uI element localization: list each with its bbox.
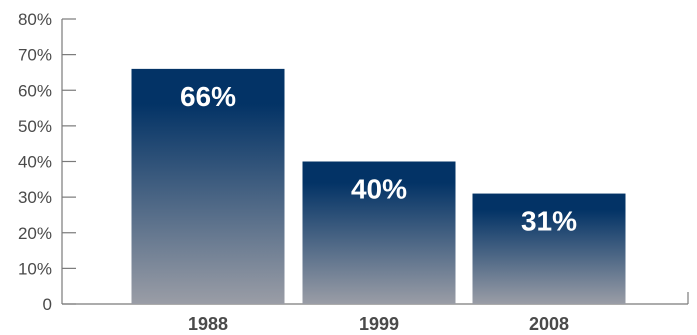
y-tick-label: 40% — [18, 153, 52, 172]
y-tick-label: 30% — [18, 188, 52, 207]
y-tick-label: 0 — [43, 295, 52, 314]
bar-value-label: 66% — [180, 81, 236, 112]
bar-1999 — [302, 161, 456, 304]
x-category-label: 2008 — [529, 314, 569, 334]
y-tick-label: 20% — [18, 224, 52, 243]
bar-value-label: 40% — [351, 174, 407, 205]
bar-value-label: 31% — [521, 206, 577, 237]
y-tick-label: 60% — [18, 81, 52, 100]
bar-2008 — [472, 193, 626, 304]
bar-data-labels: 66% 40% 31% — [180, 81, 577, 237]
category-labels: 1988 1999 2008 — [188, 314, 569, 334]
y-tick-label: 50% — [18, 117, 52, 136]
x-category-label: 1999 — [359, 314, 399, 334]
y-tick-label: 10% — [18, 259, 52, 278]
y-axis: 0 10% 20% 30% 40% 50% 60% 70% 80% — [18, 10, 76, 314]
y-tick-label: 80% — [18, 10, 52, 29]
y-tick-label: 70% — [18, 46, 52, 65]
x-category-label: 1988 — [188, 314, 228, 334]
bars — [131, 68, 626, 304]
bar-1988 — [131, 68, 285, 304]
